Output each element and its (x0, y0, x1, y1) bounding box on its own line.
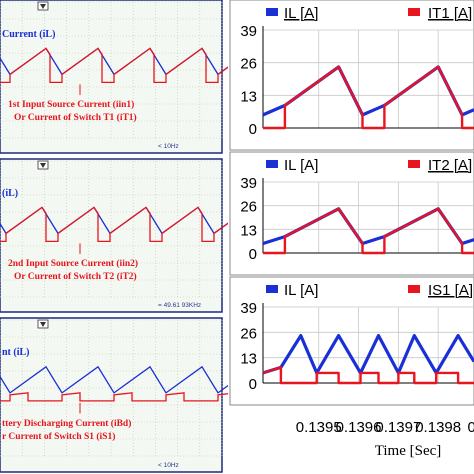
series-line-switch (263, 65, 474, 130)
scope-screen (0, 0, 223, 154)
switch-current-trace (0, 206, 255, 243)
legend-swatch-il (266, 8, 278, 16)
x-tick-label: 0.1 (468, 419, 474, 436)
trigger-arrow-icon (40, 322, 46, 327)
legend-label-il: IL [A] (284, 5, 318, 22)
sim-plot-frame (229, 151, 474, 276)
series-line-switch (263, 207, 474, 255)
legend-label-switch: IT1 [A] (428, 5, 472, 22)
legend: IL [A] IT2 [A] (266, 157, 472, 174)
switch-current-trace (0, 47, 259, 84)
scope-annotation-line2: r Current of Switch S1 (iS1) (2, 431, 115, 442)
y-tick-label: 13 (240, 351, 257, 368)
y-tick-label: 13 (240, 222, 257, 239)
legend-swatch-switch (408, 8, 420, 16)
scope-title: (iL) (2, 188, 18, 199)
scope-title: Current (iL) (2, 29, 55, 40)
inductor-current-trace (0, 365, 271, 395)
scope-annotation-line2: Or Current of Switch T1 (iT1) (14, 112, 137, 123)
sim-plot-frame (229, 276, 474, 406)
sim-plot-frame (229, 0, 474, 151)
x-tick-label: 0.1396 (336, 419, 382, 436)
legend-label-il: IL [A] (284, 157, 318, 174)
simulation-plots: IL [A] IT1 [A] 0 13 26 39 IL [A] IT2 [A] 0 13 26 39… (228, 0, 474, 474)
y-tick-label: 13 (240, 88, 257, 105)
sim-plot-3: IL [A] IS1 [A] 0 13 26 39 (229, 276, 474, 406)
legend-swatch-switch (408, 285, 420, 293)
legend: IL [A] IS1 [A] (266, 282, 473, 299)
oscilloscope-captures: Current (iL) 1st Input Source Current (ii… (0, 0, 271, 473)
legend-swatch-il (266, 285, 278, 293)
legend-swatch-il (266, 160, 278, 168)
scope-annotation-line1: ttery Discharging Current (iBd) (2, 418, 131, 429)
legend-label-switch: IS1 [A] (428, 282, 473, 299)
legend: IL [A] IT1 [A] (266, 5, 472, 22)
scope-readout: < 10Hz (158, 462, 179, 469)
sim-plot-1: IL [A] IT1 [A] 0 13 26 39 (229, 0, 474, 151)
x-tick-label: 0.1395 (296, 419, 342, 436)
y-tick-label: 0 (249, 376, 257, 393)
scope-panel-2: (iL) 2nd Input Source Current (iin2) Or Cu… (0, 158, 267, 313)
scope-readout: < 10Hz (158, 143, 179, 150)
x-tick-label: 0.1398 (415, 419, 461, 436)
inductor-current-trace (0, 47, 271, 77)
scope-screen (0, 158, 223, 313)
scope-panel-1: Current (iL) 1st Input Source Current (ii… (0, 0, 271, 154)
series-line-switch (262, 366, 474, 385)
scope-readout: = 49.61 93KHz (158, 302, 201, 309)
y-tick-label: 26 (240, 56, 257, 73)
legend-swatch-switch (408, 160, 420, 168)
y-tick-label: 0 (249, 121, 257, 138)
trigger-arrow-icon (40, 163, 46, 168)
y-tick-label: 0 (249, 246, 257, 263)
scope-panel-3: nt (iL) ttery Discharging Current (iBd) r … (0, 317, 271, 473)
legend-label-il: IL [A] (284, 282, 318, 299)
scope-annotation-line1: 2nd Input Source Current (iin2) (8, 258, 138, 269)
sim-plot-2: IL [A] IT2 [A] 0 13 26 39 (229, 151, 474, 276)
legend-label-switch: IT2 [A] (428, 157, 472, 174)
y-tick-label: 39 (240, 175, 257, 192)
y-tick-label: 26 (240, 199, 257, 216)
y-tick-label: 39 (240, 300, 257, 317)
y-tick-label: 39 (240, 23, 257, 40)
switch-current-trace (0, 392, 237, 402)
scope-annotation-line1: 1st Input Source Current (iin1) (8, 99, 134, 110)
sim-background (228, 0, 474, 474)
inductor-current-trace (0, 206, 267, 236)
trigger-arrow-icon (40, 4, 46, 9)
x-axis-title: Time [Sec] (375, 443, 442, 459)
series-line-il (262, 334, 474, 375)
x-tick-label: 0.1397 (375, 419, 421, 436)
scope-title: nt (iL) (2, 347, 30, 358)
y-tick-label: 26 (240, 325, 257, 342)
scope-annotation-line2: Or Current of Switch T2 (iT2) (14, 271, 137, 282)
